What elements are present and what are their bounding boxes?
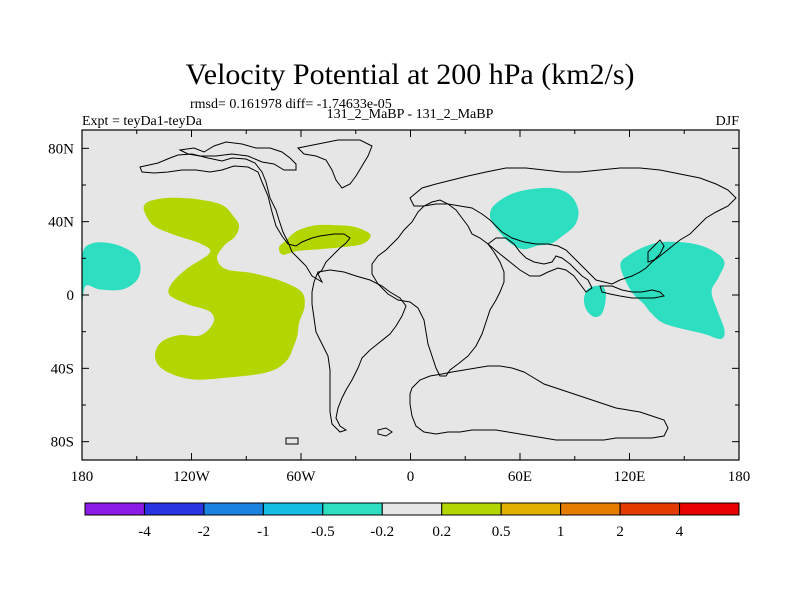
colorbar-label: -1 xyxy=(257,524,270,540)
australia-outline xyxy=(409,365,669,441)
x-tick-label: 180 xyxy=(728,469,751,485)
colorbar-swatch xyxy=(262,502,324,516)
colorbar-swatch xyxy=(84,502,145,516)
colorbar-label: 0.2 xyxy=(432,524,451,540)
anomaly-region-3 xyxy=(82,242,141,305)
greenland-outline xyxy=(296,139,373,189)
anomaly-region-5 xyxy=(620,241,725,340)
south-america-outline xyxy=(311,269,407,433)
y-axis: 80N 40N 0 40S 80S xyxy=(48,141,739,451)
season-label: DJF xyxy=(716,114,740,129)
colorbar-label: 4 xyxy=(676,524,684,540)
y-tick-label: 80N xyxy=(48,141,74,157)
x-tick-label: 120E xyxy=(614,469,646,485)
anomaly-region-4 xyxy=(489,187,579,250)
chart-title: Velocity Potential at 200 hPa (km2/s) xyxy=(185,58,634,91)
colorbar-label: -2 xyxy=(198,524,211,540)
x-tick-label: 0 xyxy=(407,469,415,485)
colorbar-swatch xyxy=(679,502,740,516)
colorbar-swatch xyxy=(441,502,502,516)
x-axis: 180 120W 60W 0 60E 120E 180 xyxy=(71,130,751,485)
stats-label: rmsd= 0.161978 diff= -1.74633e-05 xyxy=(190,97,392,112)
arctic-islands-outline xyxy=(178,141,297,171)
experiment-label: Expt = teyDa1-teyDa xyxy=(82,114,203,129)
north-america-outline xyxy=(139,153,351,284)
case-label: 131_2_MaBP - 131_2_MaBP xyxy=(327,107,494,122)
anomaly-region-1 xyxy=(143,197,305,380)
colorbar-label: -4 xyxy=(138,524,151,540)
anomaly-region-6 xyxy=(583,285,606,318)
colorbar-label: -0.5 xyxy=(311,524,335,540)
x-tick-label: 120W xyxy=(173,469,211,485)
colorbar-swatch xyxy=(381,502,443,516)
maritime-continent-outline xyxy=(599,285,666,299)
colorbar-swatch xyxy=(143,502,205,516)
europe-africa-outline xyxy=(371,199,505,377)
japan-outline xyxy=(647,239,665,263)
x-tick-label: 180 xyxy=(71,469,94,485)
y-tick-label: 0 xyxy=(67,288,75,304)
arabia-india-outline xyxy=(487,237,593,293)
colorbar-swatch xyxy=(619,502,681,516)
colorbar-swatch xyxy=(560,502,621,516)
colorbar-swatch xyxy=(322,502,383,516)
colorbar-label: 2 xyxy=(616,524,624,540)
eurasia-outline xyxy=(409,167,737,285)
y-tick-label: 40S xyxy=(51,361,74,377)
small-island-outline xyxy=(377,427,393,437)
x-tick-label: 60E xyxy=(508,469,532,485)
antarctic-fragment-outline xyxy=(285,437,299,445)
colorbar-label: 1 xyxy=(557,524,565,540)
anomaly-region-2 xyxy=(278,224,371,255)
continent-outlines xyxy=(139,139,737,445)
colorbar-label: 0.5 xyxy=(492,524,511,540)
colorbar-swatch xyxy=(500,502,562,516)
y-tick-label: 80S xyxy=(51,435,74,451)
colorbar-label: -0.2 xyxy=(370,524,394,540)
y-tick-label: 40N xyxy=(48,215,74,231)
colorbar: -4 -2 -1 -0.5 -0.2 0.2 0.5 1 2 4 xyxy=(84,502,740,540)
x-tick-label: 60W xyxy=(286,469,316,485)
colorbar-swatch xyxy=(203,502,264,516)
